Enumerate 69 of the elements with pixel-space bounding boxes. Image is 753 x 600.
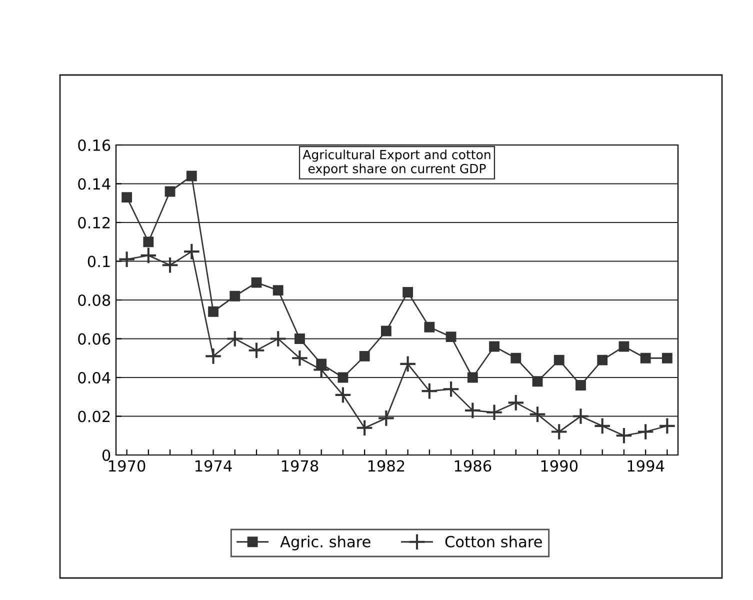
point	[486, 404, 503, 422]
point	[226, 330, 244, 348]
point	[359, 350, 370, 362]
point	[550, 423, 568, 440]
point	[658, 417, 676, 435]
point	[334, 386, 352, 404]
x-tick-label: 1974	[196, 460, 232, 472]
point	[489, 341, 500, 352]
point	[640, 352, 651, 364]
point	[464, 402, 482, 420]
x-tick-label: 1990	[541, 460, 578, 472]
point	[291, 349, 308, 367]
point	[510, 352, 522, 364]
y-tick-label: 0.04	[78, 372, 110, 384]
text: Agricultural Export and cotton export share on current GDP	[302, 150, 490, 176]
point	[662, 352, 672, 364]
point	[208, 306, 218, 317]
point	[204, 348, 222, 365]
point	[140, 246, 158, 264]
legend-label: Agric. share	[280, 536, 370, 550]
point	[182, 242, 200, 260]
point	[143, 236, 154, 248]
point	[294, 334, 305, 344]
point	[356, 419, 374, 437]
point	[446, 332, 456, 342]
y-tick-label: 0.12	[78, 216, 110, 229]
point	[594, 417, 612, 435]
point	[230, 290, 240, 302]
point	[378, 410, 395, 427]
point	[442, 380, 460, 398]
point	[338, 372, 348, 383]
point	[615, 426, 633, 444]
point	[424, 322, 435, 332]
point	[251, 277, 262, 288]
point	[507, 394, 525, 412]
x-tick-label: 1982	[368, 460, 404, 472]
point	[272, 285, 284, 296]
y-tick-label: 0.16	[78, 139, 110, 152]
point	[164, 186, 176, 197]
point	[399, 355, 416, 373]
point	[118, 250, 136, 268]
point	[528, 406, 546, 423]
point	[618, 341, 630, 352]
point	[122, 192, 132, 203]
point	[532, 376, 543, 387]
point	[554, 354, 564, 366]
point	[402, 287, 414, 298]
y-tick-label: 0	[102, 449, 110, 462]
point	[420, 382, 438, 400]
legend-label: Cotton share	[445, 536, 542, 548]
x-tick-label: 1994	[628, 460, 664, 472]
y-tick-label: 0.14	[78, 178, 110, 190]
x-tick-label: 1978	[282, 460, 318, 472]
point	[248, 342, 266, 360]
point	[572, 408, 590, 425]
point	[467, 372, 478, 383]
point	[161, 256, 179, 274]
point	[269, 330, 287, 348]
point	[380, 326, 392, 336]
y-tick-label: 0.06	[78, 333, 110, 345]
y-tick-label: 0.1	[88, 256, 110, 268]
point	[636, 423, 654, 440]
y-tick-label: 0.02	[78, 410, 110, 422]
point	[576, 380, 586, 390]
x-tick-label: 1970	[109, 460, 146, 472]
y-tick-label: 0.08	[78, 294, 110, 306]
point	[597, 354, 608, 366]
x-tick-label: 1986	[454, 460, 492, 472]
point	[186, 170, 197, 182]
